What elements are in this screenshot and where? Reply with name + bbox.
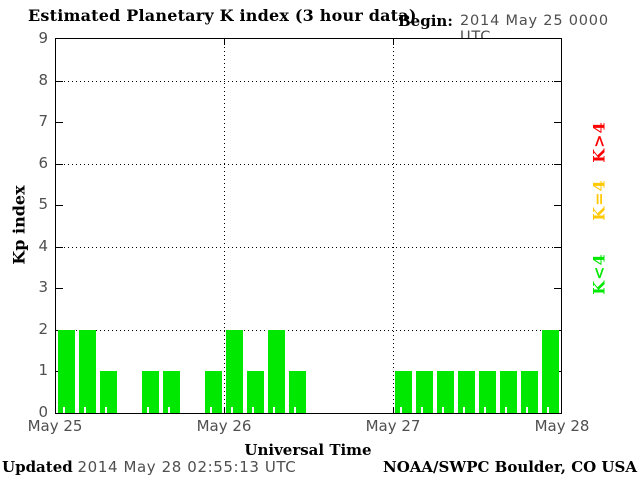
- three-hour-tick: [273, 407, 276, 413]
- source-credit: NOAA/SWPC Boulder, CO USA: [382, 458, 637, 476]
- y-tick-right: [554, 122, 561, 124]
- y-tick-right: [554, 246, 561, 248]
- three-hour-tick: [420, 407, 423, 413]
- y-tick-label: 6: [38, 153, 48, 172]
- y-tick-label: 1: [38, 361, 48, 380]
- y-tick-label: 9: [38, 29, 48, 47]
- day-tick-top: [392, 39, 394, 45]
- y-tick-label: 5: [38, 195, 48, 214]
- gridline-horizontal: [56, 163, 561, 165]
- kp-bar: [499, 371, 517, 413]
- chart-title: Estimated Planetary K index (3 hour data…: [28, 6, 417, 25]
- gridline-horizontal: [56, 246, 561, 248]
- three-hour-tick: [504, 407, 507, 413]
- legend-item: K<4: [589, 253, 609, 295]
- y-tick-right: [554, 80, 561, 82]
- kp-bar: [268, 329, 286, 413]
- kp-bar: [478, 371, 496, 413]
- three-hour-tick: [399, 407, 402, 413]
- gridline-day-boundary: [392, 39, 394, 413]
- kp-bar: [457, 371, 475, 413]
- three-hour-tick: [483, 407, 486, 413]
- three-hour-tick: [63, 407, 66, 413]
- y-tick-label: 3: [38, 278, 48, 297]
- three-hour-tick: [231, 407, 234, 413]
- y-tick-left: [56, 205, 63, 207]
- x-tick-label: May 25: [27, 417, 83, 435]
- kp-bar: [205, 371, 223, 413]
- y-tick-right: [554, 205, 561, 207]
- x-tick-label: May 28: [534, 417, 590, 435]
- begin-label: Begin:: [398, 12, 453, 30]
- legend-item: K>4: [589, 121, 609, 163]
- day-tick-bottom: [392, 407, 394, 413]
- y-tick-left: [56, 122, 63, 124]
- day-tick-top: [224, 39, 226, 45]
- y-tick-right: [554, 163, 561, 165]
- kp-bar: [394, 371, 412, 413]
- three-hour-tick: [462, 407, 465, 413]
- three-hour-tick: [294, 407, 297, 413]
- y-tick-left: [56, 163, 63, 165]
- updated-line: Updated 2014 May 28 02:55:13 UTC: [2, 458, 296, 476]
- three-hour-tick: [105, 407, 108, 413]
- y-tick-left: [56, 246, 63, 248]
- y-tick-right: [554, 288, 561, 290]
- plot-area: [55, 38, 562, 414]
- three-hour-tick: [147, 407, 150, 413]
- updated-label: Updated: [2, 458, 73, 476]
- updated-time-value: 2014 May 28 02:55:13 UTC: [77, 458, 297, 476]
- day-tick-bottom: [224, 407, 226, 413]
- y-tick-left: [56, 80, 63, 82]
- kp-bar: [247, 371, 265, 413]
- kp-bar: [58, 329, 76, 413]
- three-hour-tick: [252, 407, 255, 413]
- y-tick-label: 0: [38, 403, 48, 421]
- y-tick-label: 8: [38, 70, 48, 89]
- gridline-day-boundary: [224, 39, 226, 413]
- three-hour-tick: [210, 407, 213, 413]
- kp-bar: [226, 329, 244, 413]
- kp-bar: [142, 371, 160, 413]
- kp-bar: [163, 371, 181, 413]
- kp-bar: [79, 329, 97, 413]
- gridline-horizontal: [56, 329, 561, 331]
- three-hour-tick: [525, 407, 528, 413]
- gridline-horizontal: [56, 80, 561, 82]
- legend-item: K=4: [589, 179, 609, 221]
- three-hour-tick: [168, 407, 171, 413]
- x-tick-label: May 26: [196, 417, 252, 435]
- y-tick-label: 2: [38, 319, 48, 338]
- kp-bar: [520, 371, 538, 413]
- y-tick-label: 4: [38, 236, 48, 255]
- y-tick-label: 7: [38, 112, 48, 131]
- three-hour-tick: [546, 407, 549, 413]
- y-tick-left: [56, 288, 63, 290]
- x-tick-label: May 27: [365, 417, 421, 435]
- three-hour-tick: [441, 407, 444, 413]
- x-axis-title: Universal Time: [244, 441, 372, 459]
- kp-bar: [436, 371, 454, 413]
- three-hour-tick: [84, 407, 87, 413]
- kp-bar: [415, 371, 433, 413]
- kp-bar: [289, 371, 307, 413]
- kp-bar: [100, 371, 118, 413]
- kp-bar: [541, 329, 559, 413]
